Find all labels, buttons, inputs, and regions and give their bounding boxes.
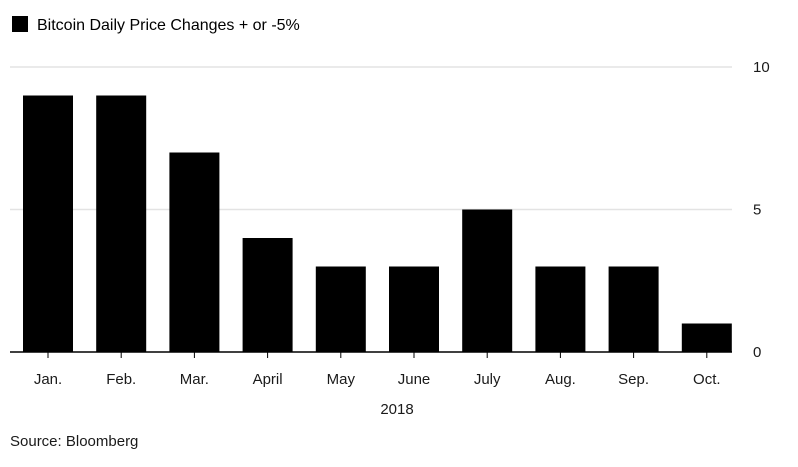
- x-axis-ticks: Jan. Feb. Mar. April May June July Aug. Sep. Oct.: [34, 352, 721, 388]
- bar-feb: [96, 95, 147, 352]
- x-axis-label: 2018: [380, 401, 413, 418]
- x-tick-label: July: [474, 371, 501, 388]
- bar-oct: [681, 323, 732, 352]
- legend: Bitcoin Daily Price Changes + or -5%: [12, 16, 300, 34]
- legend-swatch: [12, 16, 28, 32]
- x-tick-label: April: [253, 371, 283, 388]
- y-axis-ticks: 0 5 10: [753, 59, 770, 361]
- x-tick-label: Feb.: [106, 371, 136, 388]
- bar-jan: [23, 95, 73, 352]
- y-tick-label: 0: [753, 344, 761, 361]
- legend-label: Bitcoin Daily Price Changes + or -5%: [37, 17, 300, 34]
- y-tick-label: 10: [753, 59, 770, 76]
- source-note: Source: Bloomberg: [10, 433, 138, 450]
- bar-aug: [535, 266, 586, 352]
- y-tick-label: 5: [753, 202, 761, 219]
- x-tick-label: Aug.: [545, 371, 576, 388]
- x-tick-label: Mar.: [180, 371, 209, 388]
- bar-may: [315, 266, 366, 352]
- x-tick-label: June: [398, 371, 431, 388]
- bar-july: [462, 209, 513, 352]
- x-tick-label: May: [327, 371, 356, 388]
- bar-mar: [169, 152, 220, 352]
- x-tick-label: Jan.: [34, 371, 62, 388]
- x-tick-label: Oct.: [693, 371, 721, 388]
- bar-june: [389, 266, 439, 352]
- bar-april: [242, 238, 293, 352]
- x-tick-label: Sep.: [618, 371, 649, 388]
- bar-sep: [608, 266, 659, 352]
- bars: [23, 95, 732, 352]
